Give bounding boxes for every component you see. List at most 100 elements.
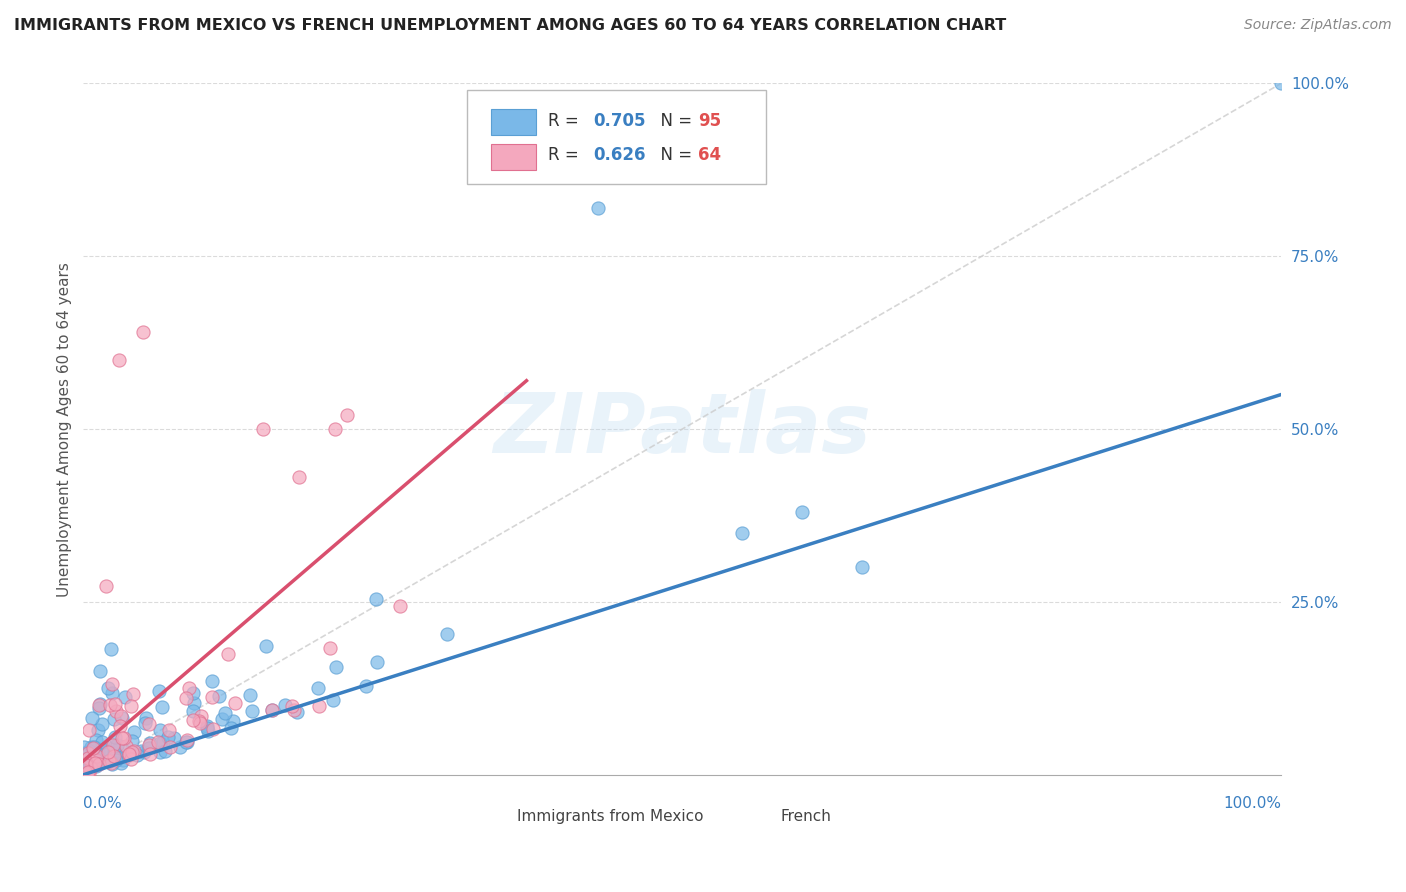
Point [103,730,125,744]
Text: IMMIGRANTS FROM MEXICO VS FRENCH UNEMPLOYMENT AMONG AGES 60 TO 64 YEARS CORRELAT: IMMIGRANTS FROM MEXICO VS FRENCH UNEMPLO… [14,18,1007,33]
Point [176,735,198,749]
Point [322,692,344,706]
Point [80,739,103,754]
Point [120,699,142,714]
Point [86,723,108,737]
Point [138,741,160,756]
Point [188,715,211,730]
Point [790,505,813,519]
Point [134,716,156,731]
Point [98,752,121,766]
Point [129,744,152,758]
Point [138,736,160,750]
Bar [478,808,509,825]
Point [97,754,120,768]
Point [219,721,242,735]
Point [731,525,754,540]
Point [76,764,98,779]
Point [110,739,132,753]
Point [588,201,610,215]
Point [135,711,157,725]
Text: R =: R = [548,146,583,164]
Point [217,647,239,661]
Point [101,738,124,752]
Point [240,704,263,718]
Point [103,744,125,758]
Point [354,679,377,693]
Point [115,739,138,753]
Point [76,751,98,765]
Point [97,745,120,759]
Point [181,686,204,700]
Point [200,690,222,704]
Point [89,755,111,769]
Point [319,640,342,655]
Point [163,731,186,745]
Point [149,723,172,737]
Point [132,326,155,340]
Text: N =: N = [650,112,697,129]
Point [202,722,225,736]
Point [283,703,305,717]
Text: 0.0%: 0.0% [83,796,122,811]
Point [159,723,181,738]
Point [101,677,124,691]
Point [214,706,236,720]
Point [195,722,218,736]
Point [77,747,100,761]
Point [138,717,160,731]
Point [87,700,110,714]
Point [75,757,97,772]
Text: Immigrants from Mexico: Immigrants from Mexico [517,809,703,823]
Point [111,753,134,767]
Point [195,719,218,733]
Point [101,757,124,772]
Point [86,749,108,764]
Bar [742,808,772,825]
Point [281,699,304,714]
Point [122,744,145,758]
Point [86,745,108,759]
Point [121,745,143,759]
Point [105,749,128,764]
Point [262,703,284,717]
Point [323,422,346,436]
Point [110,711,132,725]
Point [239,689,262,703]
Point [84,733,107,747]
Point [190,709,212,723]
Point [104,698,127,712]
Point [89,697,111,711]
Point [118,747,141,762]
Point [308,699,330,714]
Point [97,681,120,696]
Point [366,655,388,669]
Point [183,697,205,711]
Point [76,745,98,759]
Point [105,704,128,718]
Point [83,740,105,755]
Point [285,705,308,719]
Text: 100.0%: 100.0% [1223,796,1281,811]
Point [150,699,173,714]
Point [146,735,169,749]
Bar [491,144,536,169]
Text: 0.705: 0.705 [593,112,645,129]
Text: 0.626: 0.626 [593,146,645,164]
FancyBboxPatch shape [467,90,766,184]
Point [112,731,135,745]
Point [82,741,104,756]
Point [77,746,100,760]
Point [148,684,170,698]
Text: 95: 95 [697,112,721,129]
Point [262,703,284,717]
Point [110,708,132,723]
Point [76,765,98,780]
Point [121,687,143,701]
Point [108,353,131,368]
Point [174,691,197,706]
Point [100,756,122,771]
Point [79,760,101,774]
Point [208,689,231,703]
Point [104,739,127,753]
